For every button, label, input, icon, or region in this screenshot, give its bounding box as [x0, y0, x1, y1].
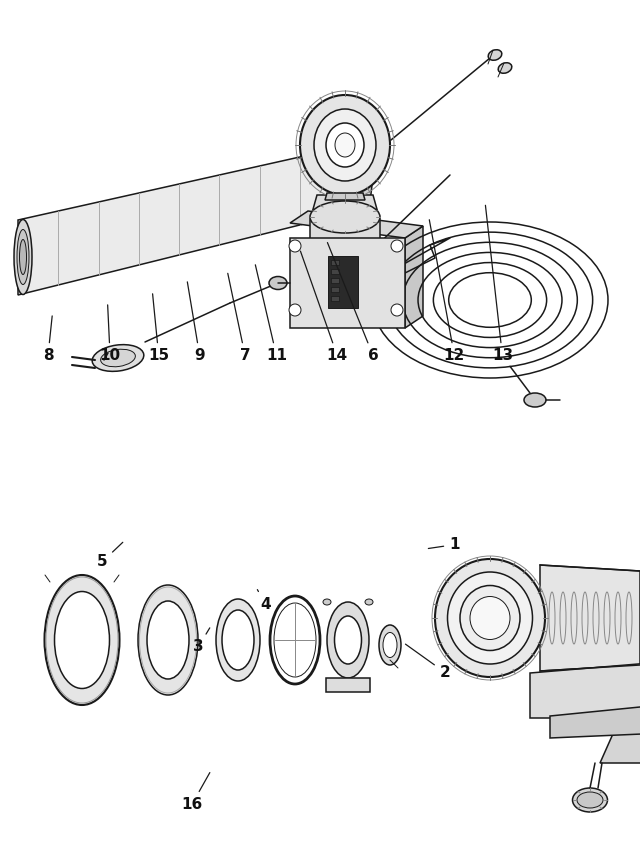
Text: 1: 1	[428, 537, 460, 552]
Bar	[331, 287, 339, 292]
Bar	[326, 678, 370, 692]
Ellipse shape	[460, 585, 520, 650]
Ellipse shape	[92, 345, 144, 371]
Text: 16: 16	[181, 773, 210, 812]
Ellipse shape	[323, 599, 331, 605]
Ellipse shape	[326, 123, 364, 167]
Ellipse shape	[447, 572, 532, 664]
Ellipse shape	[327, 602, 369, 678]
Polygon shape	[550, 706, 640, 738]
Text: 7: 7	[228, 273, 250, 363]
Text: 4: 4	[257, 590, 271, 612]
Circle shape	[289, 304, 301, 316]
Ellipse shape	[577, 792, 603, 808]
Ellipse shape	[379, 625, 401, 665]
Text: 13: 13	[485, 205, 513, 363]
Ellipse shape	[310, 201, 380, 233]
Ellipse shape	[222, 610, 254, 670]
Ellipse shape	[45, 575, 120, 705]
Ellipse shape	[269, 277, 287, 289]
Ellipse shape	[573, 788, 607, 812]
Ellipse shape	[335, 133, 355, 157]
Bar	[331, 278, 339, 283]
Ellipse shape	[300, 95, 390, 195]
Ellipse shape	[54, 591, 109, 688]
Text: 8: 8	[43, 316, 53, 363]
Polygon shape	[600, 708, 640, 763]
Polygon shape	[540, 565, 640, 671]
Text: 11: 11	[255, 265, 287, 363]
Text: 10: 10	[99, 305, 121, 363]
Ellipse shape	[100, 349, 136, 367]
Ellipse shape	[470, 597, 510, 639]
Bar	[331, 269, 339, 274]
Text: 14: 14	[300, 251, 348, 363]
Polygon shape	[325, 193, 365, 200]
Bar	[290, 238, 405, 328]
Ellipse shape	[498, 63, 512, 73]
Ellipse shape	[216, 599, 260, 681]
Bar	[331, 296, 339, 301]
Circle shape	[391, 304, 403, 316]
Ellipse shape	[337, 170, 353, 182]
Polygon shape	[18, 148, 340, 295]
Circle shape	[391, 240, 403, 252]
Text: 9: 9	[188, 282, 205, 363]
Bar	[328, 256, 358, 308]
Ellipse shape	[488, 49, 502, 60]
Text: 5: 5	[97, 542, 123, 569]
Ellipse shape	[314, 109, 376, 181]
Ellipse shape	[19, 239, 26, 275]
Ellipse shape	[365, 599, 373, 605]
Ellipse shape	[383, 632, 397, 658]
Ellipse shape	[17, 230, 29, 284]
Text: 15: 15	[148, 294, 170, 363]
Ellipse shape	[147, 601, 189, 679]
Text: 6: 6	[328, 243, 378, 363]
Polygon shape	[405, 226, 423, 328]
Ellipse shape	[335, 616, 362, 664]
Polygon shape	[290, 211, 423, 238]
Polygon shape	[530, 663, 640, 718]
Ellipse shape	[14, 220, 32, 294]
Bar	[331, 260, 339, 265]
Text: 3: 3	[193, 628, 210, 654]
Polygon shape	[340, 143, 365, 220]
Circle shape	[289, 240, 301, 252]
Text: 12: 12	[429, 220, 465, 363]
Ellipse shape	[138, 585, 198, 695]
Polygon shape	[310, 195, 380, 240]
Ellipse shape	[358, 156, 372, 206]
Ellipse shape	[524, 393, 546, 407]
Ellipse shape	[435, 559, 545, 677]
Text: 2: 2	[406, 644, 450, 680]
